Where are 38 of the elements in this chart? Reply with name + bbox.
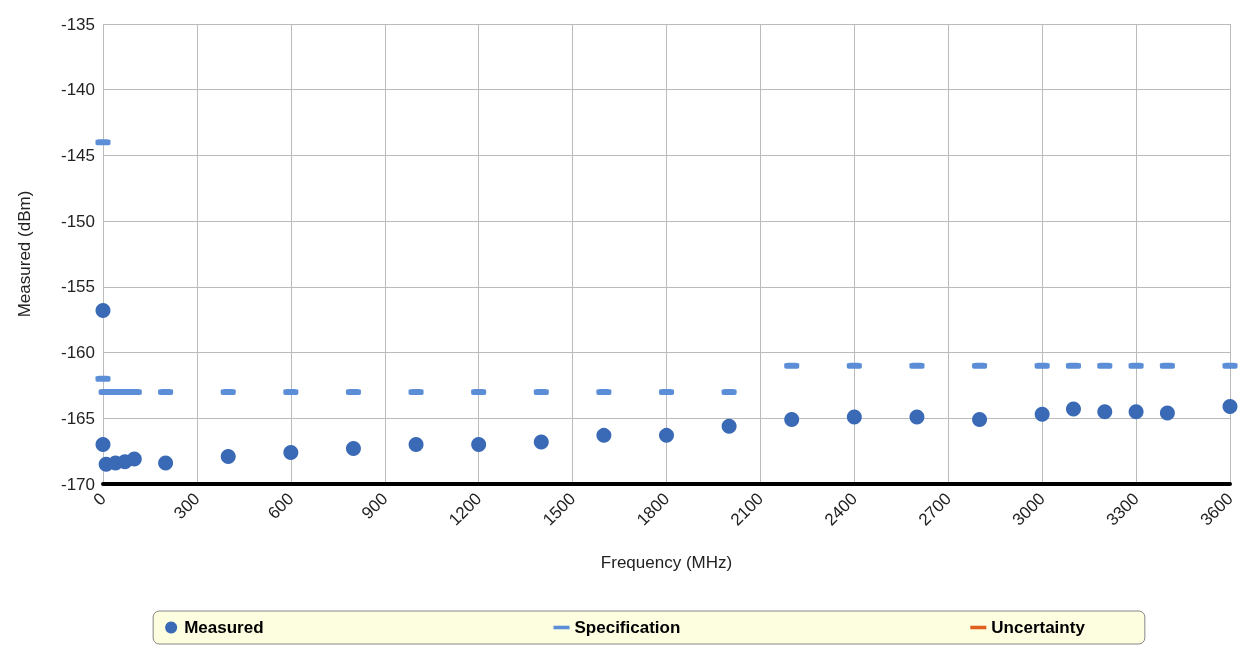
y-tick-label: -145 — [60, 145, 95, 165]
y-tick-label: -135 — [60, 14, 95, 34]
y-tick-label: -150 — [60, 211, 95, 231]
legend-label: Uncertainty — [991, 618, 1086, 637]
y-tick-label: -165 — [60, 408, 95, 428]
y-axis-title: Measured (dBm) — [15, 190, 34, 318]
point — [596, 427, 612, 443]
y-tick-label: -155 — [60, 277, 95, 297]
point — [283, 444, 299, 460]
x-tick-label: 900 — [357, 489, 392, 523]
point — [471, 437, 487, 453]
point — [909, 409, 925, 425]
point — [659, 427, 674, 443]
point — [158, 455, 174, 471]
x-axis-title: Frequency (MHz) — [600, 553, 733, 572]
point — [1034, 406, 1050, 422]
point — [1065, 401, 1081, 417]
legend-label: Measured — [184, 618, 264, 637]
point — [345, 441, 361, 457]
point — [721, 418, 737, 434]
point — [220, 448, 236, 464]
point — [972, 412, 988, 428]
y-tick-label: -140 — [60, 80, 95, 100]
y-tick-label: -160 — [60, 343, 95, 363]
point — [1159, 405, 1175, 421]
point — [1097, 404, 1113, 420]
point — [1222, 398, 1238, 414]
x-tick-label: 600 — [264, 489, 298, 523]
point — [126, 451, 142, 467]
x-tick-label: 300 — [170, 489, 204, 523]
legend-label: Specification — [574, 618, 681, 637]
point — [95, 437, 111, 453]
point — [95, 303, 111, 319]
point — [784, 412, 800, 428]
point — [408, 437, 424, 453]
point — [846, 409, 862, 425]
point — [1128, 404, 1144, 420]
point — [533, 434, 549, 450]
